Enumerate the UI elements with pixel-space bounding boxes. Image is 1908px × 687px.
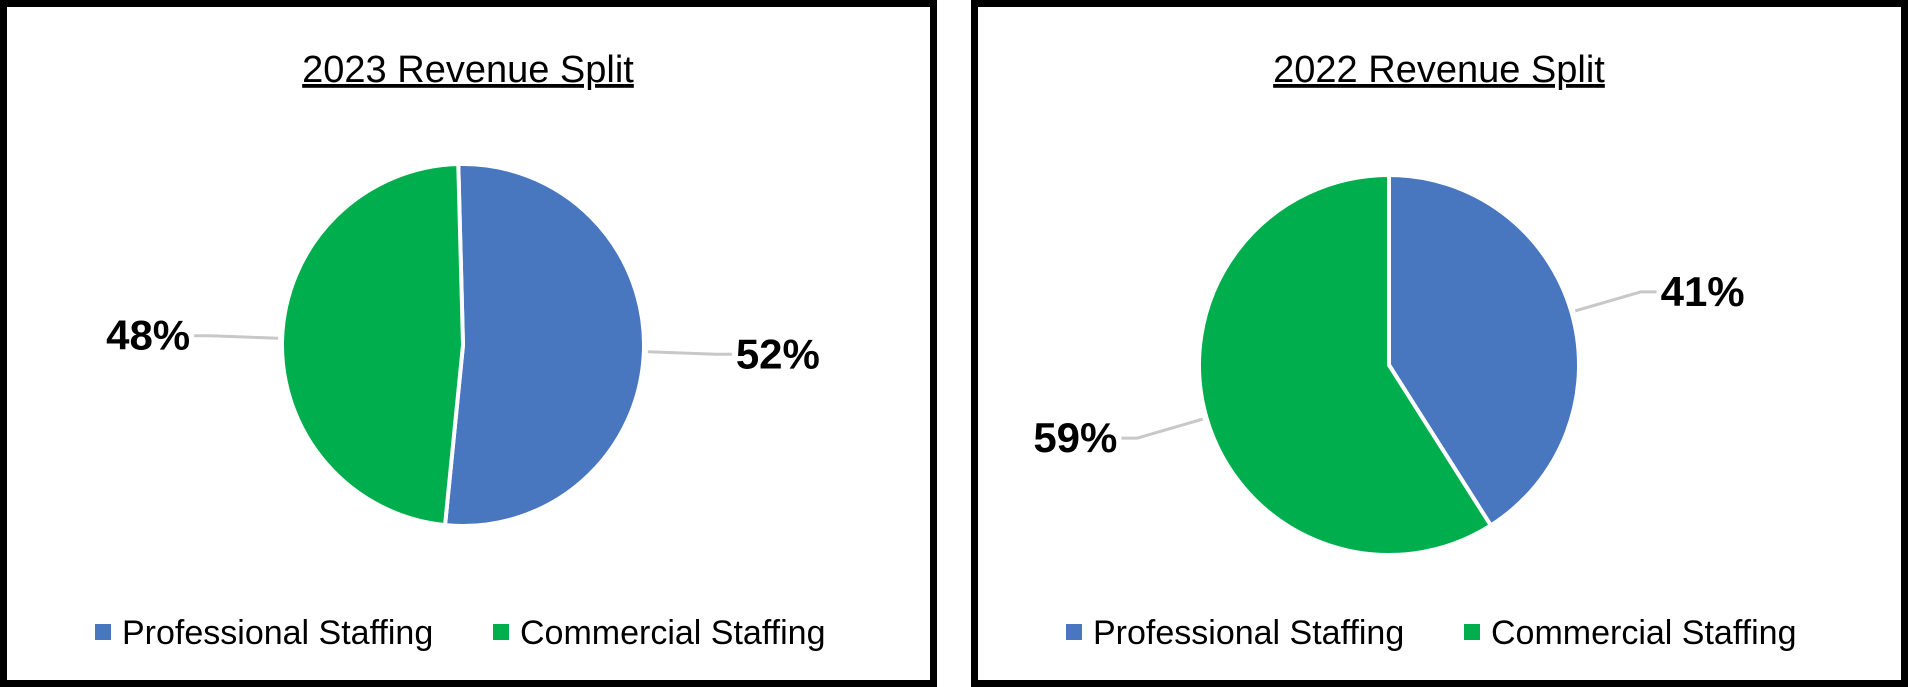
chart-panel-2022: 2022 Revenue Split 41% 59% Professional S… bbox=[971, 0, 1908, 687]
data-labels: 52% 48% bbox=[106, 312, 820, 378]
leader-lines bbox=[1121, 290, 1657, 440]
leader-line bbox=[194, 334, 279, 340]
pie-slices bbox=[280, 162, 646, 528]
legend-label-commercial: Commercial Staffing bbox=[1491, 614, 1797, 652]
legend: Professional Staffing Commercial Staffin… bbox=[95, 614, 826, 652]
pie-chart-2023: 2023 Revenue Split 52% 48% Professional S… bbox=[95, 49, 826, 652]
legend-swatch-professional bbox=[95, 624, 111, 640]
pie-slice-commercial-staffing bbox=[280, 162, 466, 528]
pie-chart-2022: 2022 Revenue Split 41% 59% Professional S… bbox=[1033, 49, 1797, 652]
pie-slices bbox=[1197, 172, 1581, 557]
pie-slice-commercial-staffing bbox=[1197, 172, 1494, 557]
legend-swatch-professional bbox=[1066, 624, 1082, 640]
data-label: 48% bbox=[106, 312, 190, 359]
leader-line bbox=[647, 350, 732, 356]
leader-line bbox=[1574, 290, 1657, 313]
data-label: 59% bbox=[1033, 414, 1117, 461]
legend-label-commercial: Commercial Staffing bbox=[520, 614, 826, 652]
legend-swatch-commercial bbox=[493, 624, 509, 640]
legend: Professional Staffing Commercial Staffin… bbox=[1066, 614, 1797, 652]
legend-swatch-commercial bbox=[1464, 624, 1480, 640]
chart-title: 2022 Revenue Split bbox=[1273, 49, 1605, 91]
chart-title: 2023 Revenue Split bbox=[302, 49, 634, 91]
data-label: 41% bbox=[1661, 268, 1745, 315]
chart-panel-2023: 2023 Revenue Split 52% 48% Professional S… bbox=[0, 0, 937, 687]
leader-line bbox=[1121, 417, 1204, 440]
leader-lines bbox=[194, 334, 732, 356]
legend-label-professional: Professional Staffing bbox=[122, 614, 433, 652]
data-label: 52% bbox=[736, 330, 820, 377]
legend-label-professional: Professional Staffing bbox=[1093, 614, 1404, 652]
pie-slice-professional-staffing bbox=[442, 162, 646, 528]
data-labels: 41% 59% bbox=[1033, 268, 1744, 461]
